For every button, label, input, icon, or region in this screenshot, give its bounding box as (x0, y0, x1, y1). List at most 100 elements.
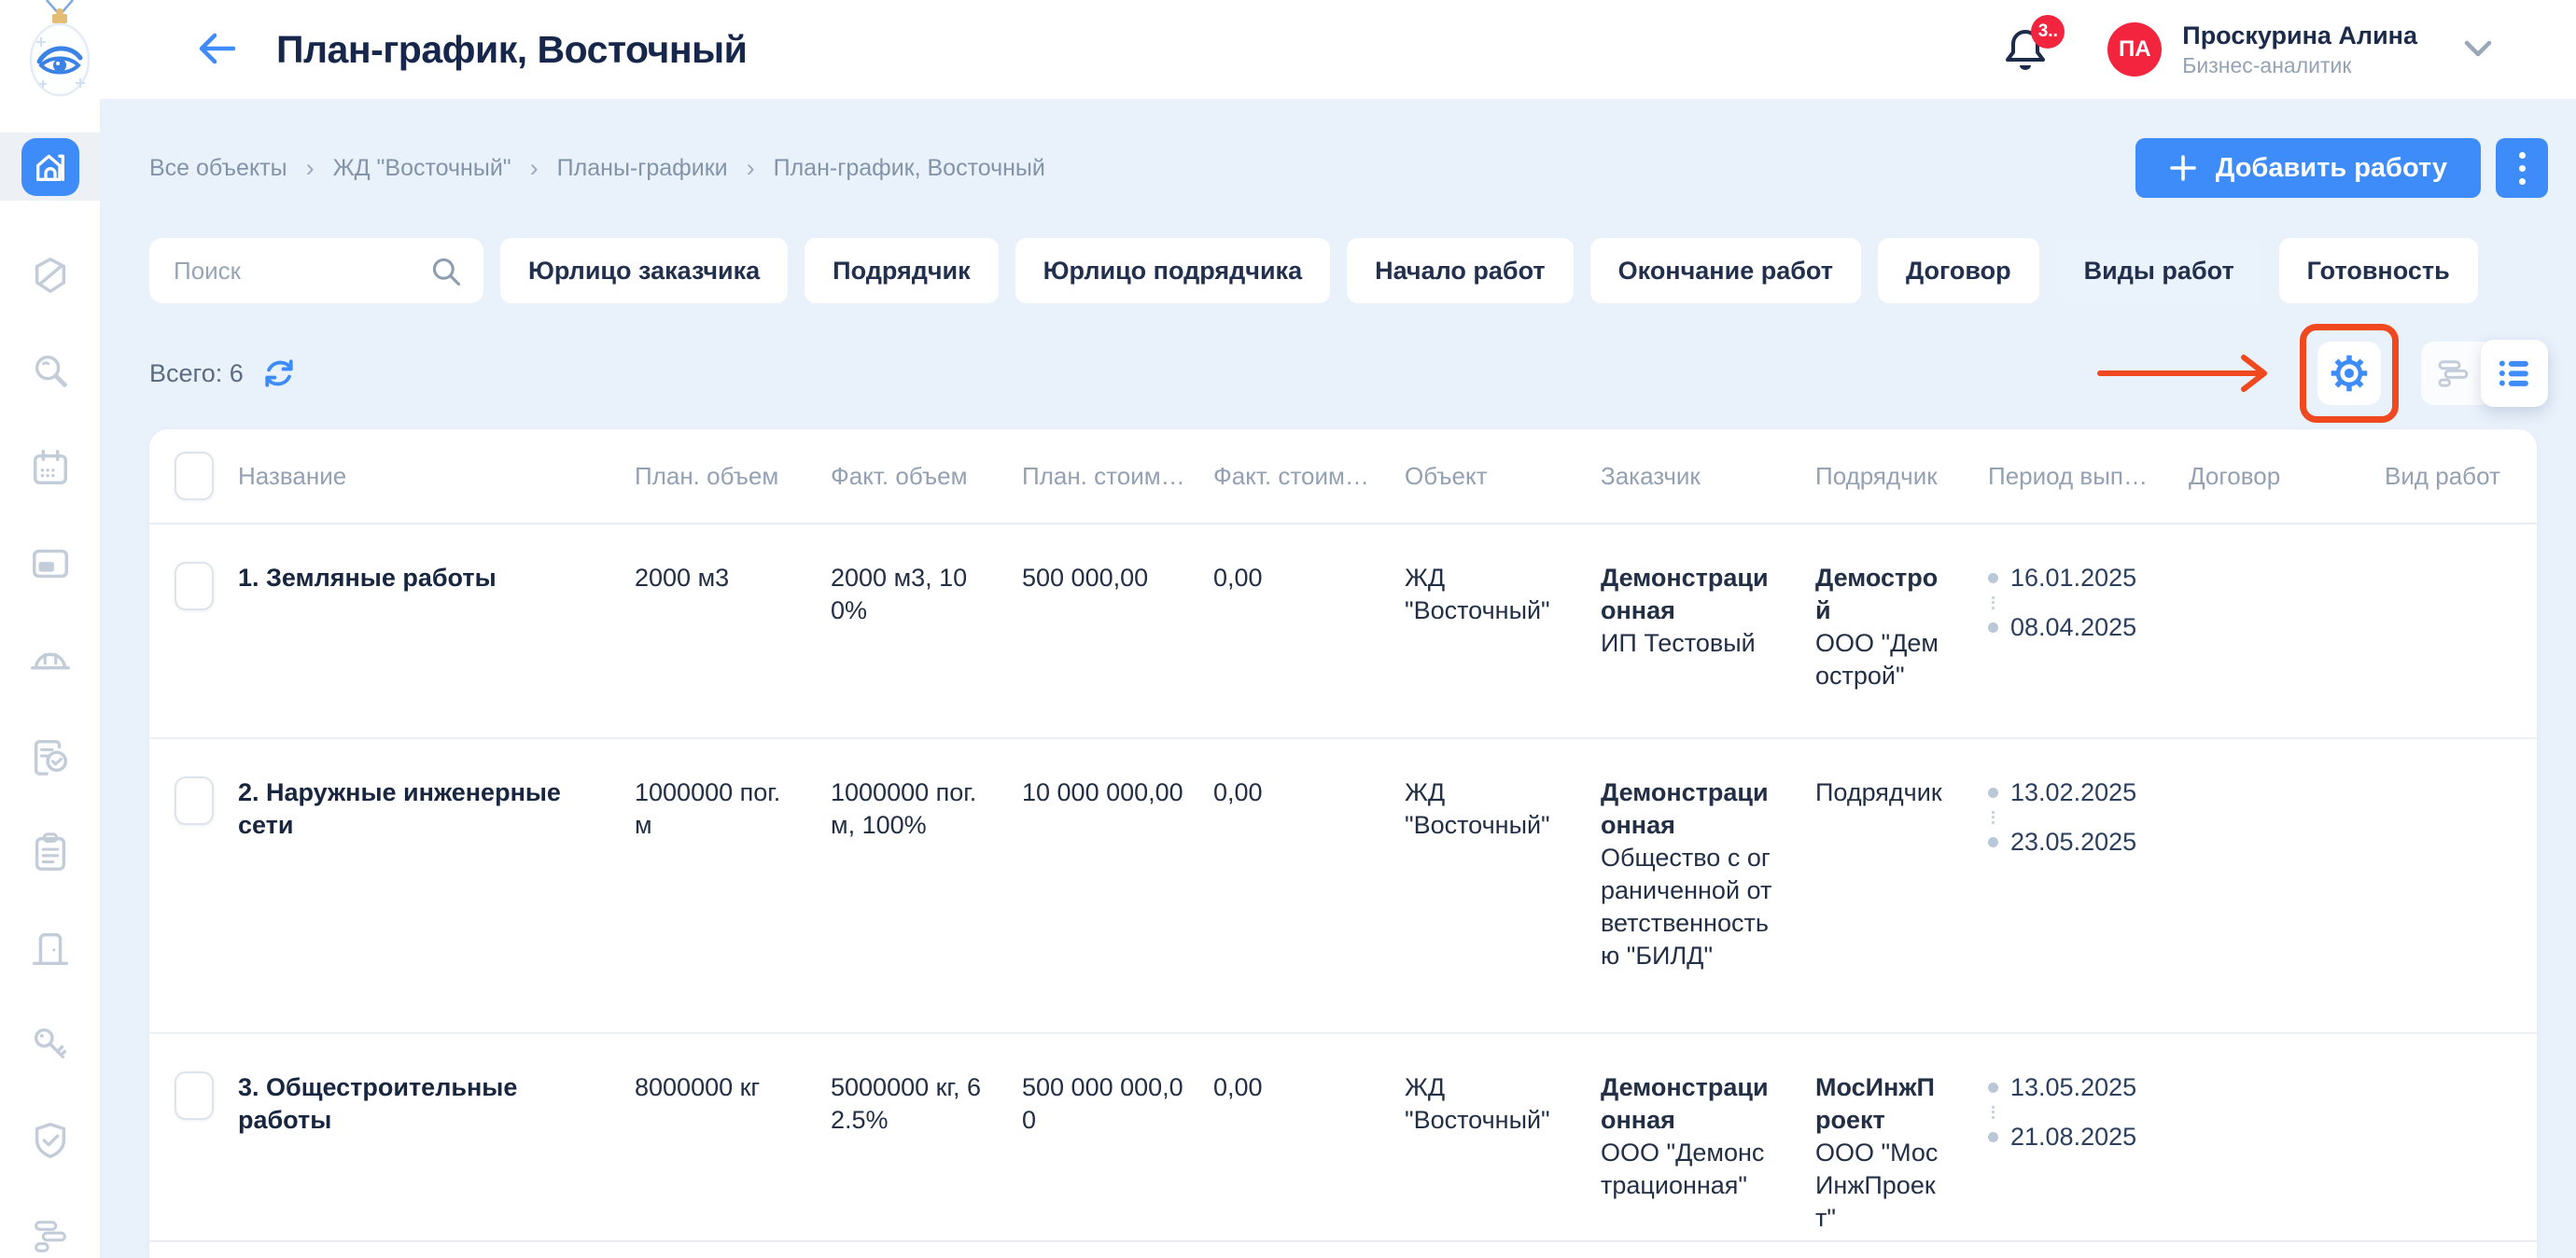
annotation-arrow (2097, 355, 2267, 392)
sidebar-item-search[interactable] (29, 350, 72, 393)
breadcrumb-item[interactable]: Все объекты (149, 154, 287, 181)
breadcrumb-item[interactable]: Планы-графики (556, 154, 728, 181)
column-header: План. стоим… (1022, 461, 1185, 490)
add-work-label: Добавить работу (2215, 152, 2447, 183)
view-toggle (2421, 340, 2548, 407)
more-actions-button[interactable] (2496, 138, 2548, 198)
object: ЖД "Восточный" (1405, 778, 1550, 839)
period-start-dot (1988, 573, 1998, 583)
logo[interactable] (19, 0, 103, 99)
list-view-button[interactable] (2481, 340, 2548, 407)
key-icon (34, 1027, 66, 1059)
column-header: Период вып… (1988, 461, 2148, 490)
home-icon (35, 154, 64, 181)
gear-icon (2331, 355, 2368, 392)
table-settings-button[interactable] (2317, 342, 2381, 405)
filter-chip[interactable]: Виды работ (2055, 238, 2262, 303)
work-name: 2. Наружные инженерные сети (238, 778, 561, 839)
contractor: Подрядчик (1815, 778, 1942, 806)
kebab-icon (2518, 151, 2526, 159)
back-button[interactable] (192, 28, 241, 71)
sidebar (0, 99, 100, 1258)
work-name: 1. Земляные работы (238, 564, 497, 592)
sidebar-item-panel[interactable] (29, 542, 72, 585)
total-count: Всего: 6 (149, 358, 244, 387)
breadcrumb-item[interactable]: ЖД "Восточный" (332, 154, 511, 181)
sidebar-item-calendar[interactable] (29, 446, 72, 489)
app-header: План-график, Восточный 3.. ПА Проскурина… (0, 0, 2576, 99)
filter-chip[interactable]: Начало работ (1347, 238, 1574, 303)
customer: Демонстрационная ООО "Демонстрационная" (1601, 1073, 1769, 1199)
period: 13.05.2025 21.08.2025 (1988, 1071, 2189, 1153)
avatar: ПА (2107, 21, 2163, 77)
chevron-down-icon (2464, 40, 2492, 57)
period: 16.01.2025 08.04.2025 (1988, 562, 2189, 644)
table-header-row: Название План. объем Факт. объем План. стои… (149, 429, 2537, 524)
column-header: План. объем (635, 461, 779, 490)
row-checkbox[interactable] (174, 776, 214, 825)
door-icon (32, 932, 68, 966)
fact-volume: 2000 м3, 100% (831, 564, 968, 624)
row-checkbox[interactable] (174, 562, 214, 610)
sidebar-item-entry[interactable] (29, 927, 72, 970)
notifications-bell[interactable]: 3.. (2001, 14, 2065, 77)
add-work-button[interactable]: Добавить работу (2135, 138, 2481, 198)
works-table: Название План. объем Факт. объем План. стои… (149, 429, 2537, 1258)
sidebar-item-construction[interactable] (29, 638, 72, 681)
table-row[interactable]: 3. Общестроительные работы 8000000 кг 50… (149, 1034, 2537, 1242)
gantt-view-icon (2438, 360, 2469, 387)
annotation-highlight-box (2300, 324, 2399, 423)
sidebar-item-objects[interactable] (29, 254, 72, 297)
sidebar-item-acts[interactable] (29, 734, 72, 777)
user-menu[interactable]: ПА Проскурина Алина Бизнес-аналитик (2107, 21, 2494, 79)
filter-chip[interactable]: Юрлицо подрядчика (1015, 238, 1331, 303)
period-connector (1992, 1106, 2147, 1119)
select-all-checkbox[interactable] (174, 452, 214, 500)
main-content: Все объекты › ЖД "Восточный" › Планы-графики… (100, 99, 2576, 1258)
table-row[interactable]: 1. Земляные работы 2000 м3 2000 м3, 100%… (149, 524, 2537, 739)
filter-chip[interactable]: Договор (1877, 238, 2039, 303)
gantt-view-button[interactable] (2421, 342, 2485, 405)
column-header: Факт. объем (831, 461, 968, 490)
sidebar-item-documents[interactable] (29, 831, 72, 874)
fact-volume: 5000000 кг, 62.5% (831, 1073, 981, 1134)
fact-cost: 0,00 (1213, 564, 1263, 592)
period-start: 13.05.2025 (2010, 1073, 2137, 1101)
period-end-dot (1988, 622, 1998, 633)
filter-chip[interactable]: Юрлицо заказчика (500, 238, 789, 303)
clipboard-list-icon (35, 832, 65, 871)
object: ЖД "Восточный" (1405, 564, 1550, 624)
fact-cost: 0,00 (1213, 1073, 1263, 1101)
row-checkbox[interactable] (174, 1071, 214, 1120)
search-input[interactable] (149, 238, 483, 303)
object: ЖД "Восточный" (1405, 1073, 1550, 1134)
plan-cost: 10 000 000,00 (1022, 778, 1183, 806)
shield-check-icon (35, 1123, 65, 1158)
filter-chip[interactable]: Готовность (2278, 238, 2478, 303)
filter-chips: Юрлицо заказчика Подрядчик Юрлицо подрядчи… (500, 238, 2478, 303)
period-end-dot (1988, 1132, 1998, 1142)
breadcrumb-item[interactable]: План-график, Восточный (773, 154, 1045, 181)
plus-icon (2169, 155, 2196, 181)
refresh-icon (265, 359, 293, 387)
column-header: Объект (1405, 461, 1488, 490)
search-nav-icon (35, 355, 67, 387)
page-title: План-график, Восточный (276, 27, 748, 71)
column-header: Название (238, 461, 347, 490)
plan-volume: 8000000 кг (635, 1073, 761, 1101)
sidebar-item-gantt[interactable] (29, 1215, 72, 1258)
column-header: Подрядчик (1815, 461, 1938, 490)
column-header: Договор (2189, 461, 2281, 490)
table-row[interactable]: 2. Наружные инженерные сети 1000000 пог.… (149, 739, 2537, 1034)
refresh-button[interactable] (260, 355, 298, 392)
customer: Демонстрационная ИП Тестовый (1601, 564, 1769, 657)
filter-chip[interactable]: Окончание работ (1589, 238, 1861, 303)
sidebar-item-security[interactable] (29, 1119, 72, 1162)
column-header: Вид работ (2385, 461, 2500, 490)
work-name: 3. Общестроительные работы (238, 1073, 518, 1134)
filter-chip[interactable]: Подрядчик (805, 238, 999, 303)
sidebar-item-home[interactable] (0, 133, 100, 201)
sidebar-item-access[interactable] (29, 1023, 72, 1066)
arrow-left-icon (199, 33, 236, 64)
